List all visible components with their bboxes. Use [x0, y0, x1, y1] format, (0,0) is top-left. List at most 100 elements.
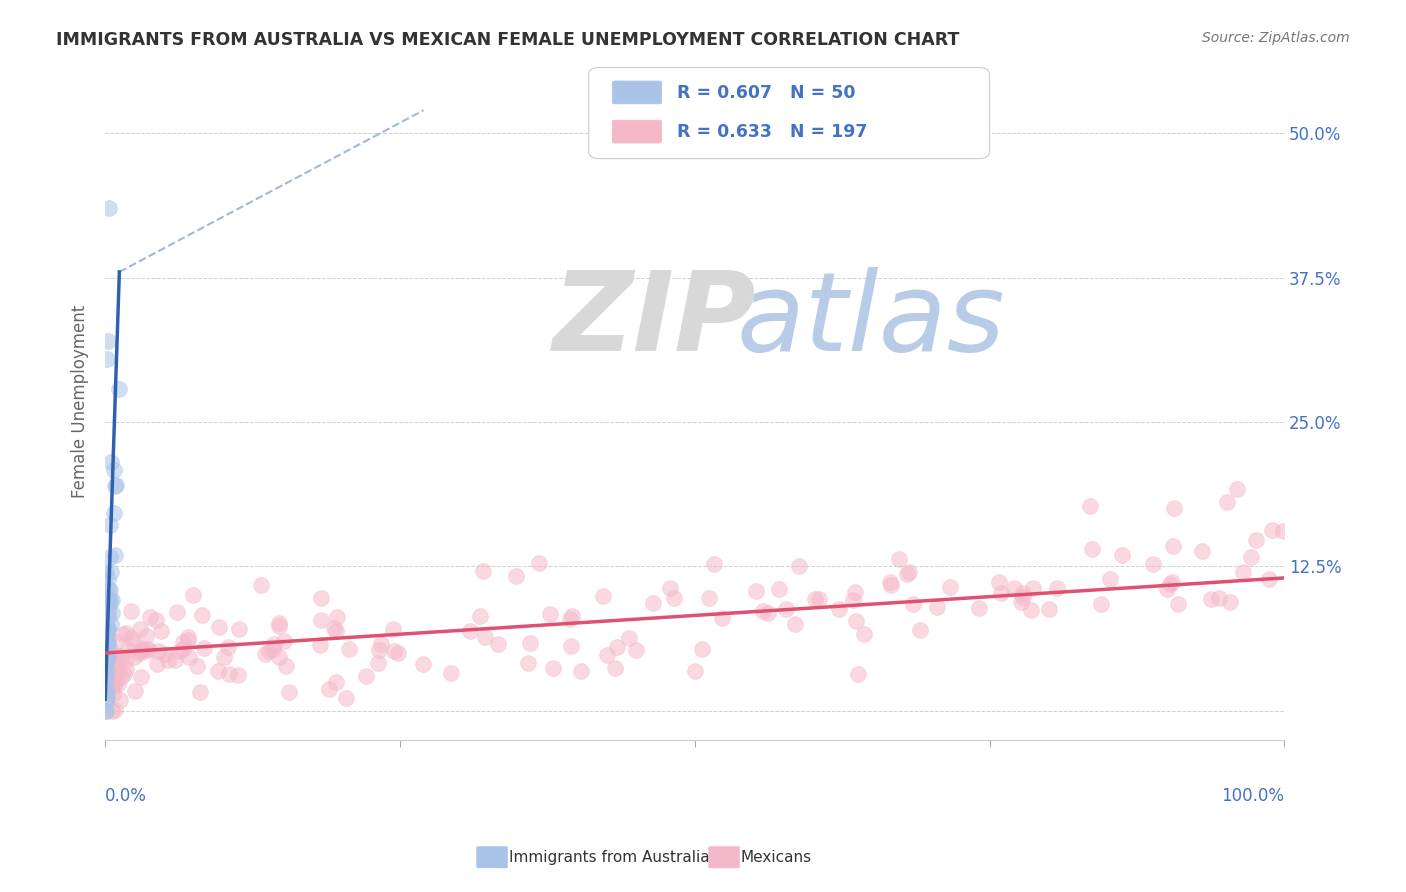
Point: [828, 602, 851, 616]
Point: [105, 648, 128, 663]
Point: [606, 640, 628, 654]
Point: [94, 695, 117, 709]
Point: [117, 642, 139, 657]
Point: [1038, 601, 1060, 615]
Point: [1232, 565, 1254, 579]
Point: [569, 664, 592, 678]
Point: [94, 620, 117, 634]
Point: [990, 586, 1012, 600]
FancyBboxPatch shape: [589, 68, 990, 159]
Point: [1022, 581, 1045, 595]
Point: [1257, 572, 1279, 586]
Point: [440, 666, 463, 681]
Point: [325, 609, 347, 624]
Point: [97, 588, 120, 602]
Point: [880, 578, 903, 592]
Point: [107, 662, 129, 676]
Point: [97, 620, 120, 634]
Point: [1010, 595, 1032, 609]
Point: [97, 635, 120, 649]
Point: [1081, 541, 1104, 556]
Point: [697, 591, 720, 605]
Point: [1159, 577, 1181, 591]
Point: [146, 657, 169, 672]
Point: [120, 604, 142, 618]
Point: [879, 574, 901, 589]
Point: [94, 668, 117, 682]
Point: [98, 582, 121, 597]
Point: [412, 657, 434, 672]
Point: [136, 642, 159, 657]
Point: [104, 635, 127, 649]
Point: [1191, 544, 1213, 558]
Point: [97, 622, 120, 636]
Point: [887, 552, 910, 566]
Point: [257, 644, 280, 658]
Point: [1090, 597, 1112, 611]
Point: [172, 635, 194, 649]
Point: [97, 573, 120, 587]
Point: [845, 615, 868, 629]
Point: [1161, 539, 1184, 553]
Point: [217, 640, 239, 654]
Point: [94, 626, 117, 640]
Point: [596, 648, 619, 662]
Point: [104, 673, 127, 688]
Point: [908, 623, 931, 637]
Point: [538, 607, 561, 621]
Point: [100, 566, 122, 580]
Point: [605, 661, 627, 675]
Point: [101, 606, 124, 620]
Point: [191, 607, 214, 622]
Point: [97, 637, 120, 651]
Point: [181, 588, 204, 602]
Point: [276, 659, 298, 673]
Point: [121, 631, 143, 645]
Point: [505, 569, 527, 583]
Point: [145, 613, 167, 627]
Point: [101, 669, 124, 683]
Point: [756, 606, 779, 620]
Point: [103, 662, 125, 676]
Point: [122, 650, 145, 665]
Point: [967, 601, 990, 615]
Point: [100, 643, 122, 657]
Point: [1111, 548, 1133, 562]
Point: [273, 634, 295, 648]
Point: [97, 334, 120, 348]
Point: [103, 463, 125, 477]
Point: [643, 596, 665, 610]
Point: [96, 632, 118, 647]
Point: [110, 656, 132, 670]
Point: [96, 682, 118, 697]
Point: [1216, 495, 1239, 509]
Point: [100, 617, 122, 632]
Point: [98, 517, 121, 532]
Point: [98, 598, 121, 612]
Point: [107, 677, 129, 691]
Point: [135, 629, 157, 643]
Point: [325, 624, 347, 639]
Point: [901, 597, 924, 611]
Text: ZIP: ZIP: [554, 268, 756, 375]
Point: [104, 548, 127, 562]
Text: IMMIGRANTS FROM AUSTRALIA VS MEXICAN FEMALE UNEMPLOYMENT CORRELATION CHART: IMMIGRANTS FROM AUSTRALIA VS MEXICAN FEM…: [56, 31, 960, 49]
Point: [626, 642, 648, 657]
Point: [1142, 557, 1164, 571]
Point: [1261, 523, 1284, 537]
Point: [97, 650, 120, 665]
Text: Mexicans: Mexicans: [741, 850, 813, 864]
Point: [988, 574, 1011, 589]
Point: [1012, 590, 1035, 604]
Point: [592, 589, 614, 603]
Point: [121, 636, 143, 650]
Point: [100, 455, 122, 469]
Point: [96, 657, 118, 672]
Text: 0.0%: 0.0%: [105, 787, 148, 805]
Point: [1156, 582, 1178, 596]
Point: [115, 625, 138, 640]
Point: [803, 592, 825, 607]
Point: [103, 678, 125, 692]
Y-axis label: Female Unemployment: Female Unemployment: [72, 305, 89, 499]
Point: [519, 636, 541, 650]
